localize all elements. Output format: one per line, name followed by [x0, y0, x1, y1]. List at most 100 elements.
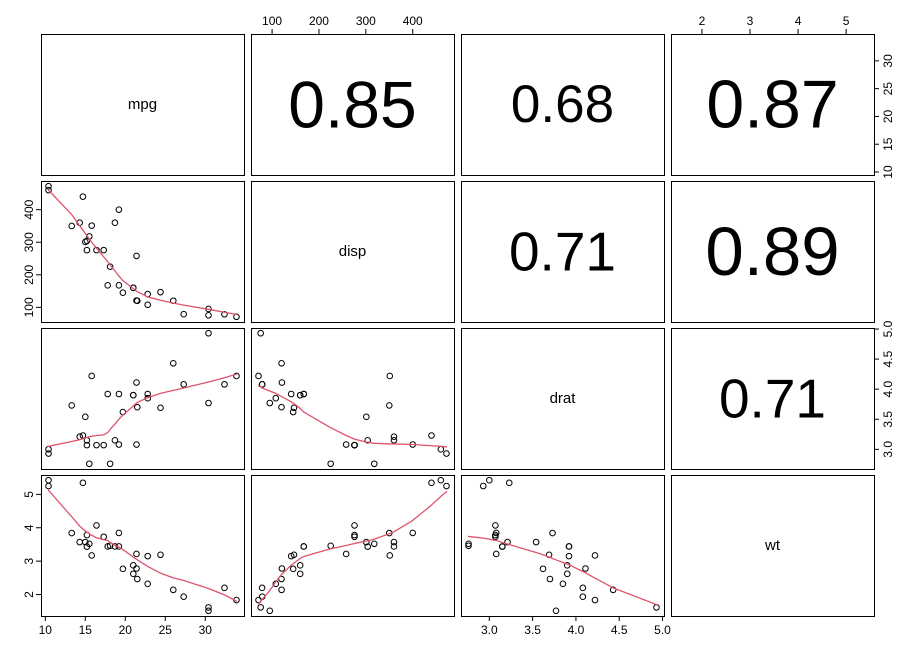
corr-label-mpg-wt: 0.87	[706, 67, 838, 143]
data-point	[233, 372, 240, 380]
axis-tick-label-left-disp: 100	[22, 297, 36, 317]
data-point	[180, 593, 187, 601]
data-point	[115, 206, 123, 213]
data-point	[133, 252, 140, 260]
data-point	[579, 584, 587, 592]
data-point	[364, 437, 372, 444]
data-point	[115, 529, 123, 537]
data-point	[499, 543, 506, 550]
data-point	[342, 550, 350, 558]
data-point	[257, 329, 264, 337]
axis-tick-label-right-drat: 3.0	[881, 441, 895, 458]
axis-tick-label-top-wt: 2	[699, 14, 706, 28]
data-point	[443, 482, 450, 490]
data-point	[83, 543, 91, 550]
data-point	[100, 441, 108, 449]
panel-mpg-mpg-frame	[41, 34, 245, 176]
panel-mpg-disp-frame	[251, 34, 455, 176]
data-point	[134, 575, 141, 583]
data-point	[144, 390, 151, 398]
diag-label-mpg: mpg	[128, 96, 157, 113]
data-point	[296, 570, 304, 578]
axis-tick-label-right-drat: 3.5	[881, 411, 895, 428]
data-point	[390, 538, 398, 546]
data-point	[390, 543, 398, 550]
axis-tick-label-left-wt: 2	[22, 591, 36, 598]
data-point	[45, 182, 52, 190]
panel-wt-mpg-frame	[41, 475, 245, 617]
data-point	[255, 372, 262, 380]
data-point	[565, 552, 573, 560]
data-point	[133, 379, 140, 386]
smooth-line-wt-mpg	[47, 489, 238, 602]
panel-wt-disp-frame	[251, 475, 455, 617]
data-point	[370, 540, 378, 548]
data-point	[157, 551, 164, 559]
data-point	[278, 565, 286, 572]
data-point	[180, 381, 187, 388]
axis-tick-label-top-disp: 400	[403, 14, 423, 28]
data-point	[351, 531, 358, 539]
data-point	[45, 450, 52, 457]
corr-label-mpg-disp: 0.85	[288, 68, 416, 142]
data-point	[83, 246, 91, 254]
data-point	[409, 529, 417, 537]
data-point	[492, 529, 500, 537]
data-point	[88, 372, 96, 380]
data-point	[296, 562, 304, 569]
axis-tick-label-top-wt: 4	[795, 14, 802, 28]
data-point	[591, 552, 599, 559]
data-point	[100, 246, 108, 254]
data-point	[79, 193, 87, 200]
panel-wt-wt-frame	[671, 475, 875, 617]
data-point	[106, 263, 114, 270]
axis-tick-label-bottom-drat: 4.5	[611, 623, 628, 637]
data-point	[115, 390, 123, 398]
data-point	[437, 476, 445, 484]
data-point	[552, 607, 560, 615]
axis-tick-label-left-wt: 3	[22, 557, 36, 564]
data-point	[364, 543, 372, 550]
axis-tick-label-top-wt: 3	[747, 14, 754, 28]
data-point	[287, 390, 295, 398]
data-point	[68, 222, 76, 230]
smooth-line-drat-disp	[257, 385, 448, 448]
panel-drat-wt-frame	[671, 328, 875, 470]
data-point	[115, 543, 123, 550]
axis-tick-label-bottom-mpg: 30	[199, 623, 213, 637]
data-point	[465, 540, 472, 548]
axis-tick-label-bottom-mpg: 15	[79, 623, 93, 637]
panel-drat-mpg-frame	[41, 328, 245, 470]
axis-tick-label-left-wt: 4	[22, 524, 36, 531]
data-point	[180, 310, 187, 318]
axis-tick-label-right-mpg: 30	[881, 54, 895, 68]
data-point	[505, 479, 513, 487]
data-point	[386, 372, 394, 380]
data-point	[133, 441, 140, 448]
data-point	[119, 289, 127, 297]
data-point	[130, 570, 137, 578]
data-point	[609, 586, 617, 594]
panel-disp-drat-frame	[461, 181, 665, 323]
data-point	[134, 403, 141, 411]
data-point	[83, 237, 91, 245]
data-point	[169, 586, 177, 594]
axis-tick-label-right-mpg: 20	[881, 109, 895, 123]
data-point	[45, 186, 52, 194]
data-point	[221, 584, 228, 592]
data-point	[296, 391, 304, 399]
data-point	[385, 402, 393, 409]
panel-mpg-wt-frame	[671, 34, 875, 176]
axis-tick-label-top-disp: 300	[356, 14, 376, 28]
data-point	[157, 404, 164, 412]
data-point	[443, 450, 450, 457]
axis-tick-label-top-disp: 200	[309, 14, 329, 28]
data-point	[221, 311, 228, 318]
panel-drat-disp-frame	[251, 328, 455, 470]
diag-label-disp: disp	[339, 243, 367, 260]
data-point	[492, 522, 499, 529]
data-point	[272, 394, 280, 402]
data-point	[104, 390, 112, 398]
corr-label-drat-wt: 0.71	[719, 368, 826, 430]
